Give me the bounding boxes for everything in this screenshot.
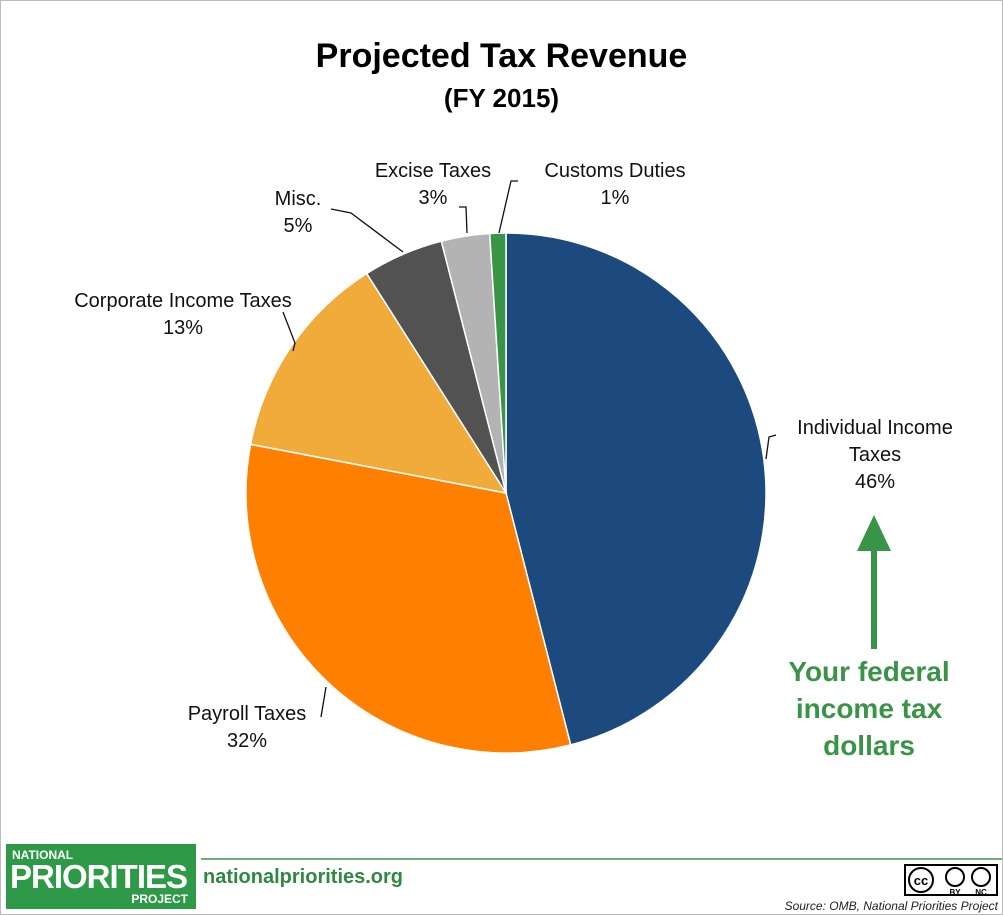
- category-label: Payroll Taxes: [187, 703, 307, 725]
- category-label: Individual Income Taxes: [797, 417, 953, 466]
- category-label: Misc.: [274, 188, 322, 210]
- license-icon: [971, 867, 991, 887]
- leader-line: [765, 434, 777, 460]
- arrow-head: [857, 515, 891, 551]
- pie-slice: [249, 272, 508, 495]
- category-label: Customs Duties: [544, 160, 686, 182]
- slice-label: Excise Taxes 3%: [353, 158, 513, 212]
- value-label: 3%: [418, 187, 448, 209]
- category-label: Corporate Income Taxes: [74, 290, 292, 312]
- license-text: NC: [975, 888, 987, 897]
- leader-line: [282, 311, 296, 352]
- chart-title: Projected Tax Revenue: [315, 37, 688, 75]
- license-icon: [945, 867, 965, 887]
- logo-text: NATIONAL: [12, 848, 74, 862]
- annotation: Your federal income tax dollars: [788, 656, 950, 761]
- logo-text: PROJECT: [131, 892, 188, 906]
- value-label: 46%: [854, 471, 896, 493]
- leader-line: [459, 206, 468, 234]
- logo-text: PRIORITIES: [10, 858, 188, 895]
- license-icon: [908, 867, 934, 893]
- license-text: cc: [914, 873, 928, 888]
- slice-label: Individual Income Taxes 46%: [775, 415, 975, 496]
- pie-slice: [245, 443, 572, 754]
- value-label: 13%: [162, 317, 204, 339]
- slice-label: Payroll Taxes 32%: [147, 701, 347, 755]
- license-text: BY: [949, 888, 961, 897]
- value-label: 5%: [283, 215, 313, 237]
- slice-label: Misc. 5%: [248, 186, 348, 240]
- chart-subtitle: (FY 2015): [443, 83, 560, 113]
- slice-label: Customs Duties 1%: [515, 158, 715, 212]
- leader-line: [330, 208, 404, 253]
- category-label: Excise Taxes: [374, 160, 492, 182]
- slice-label: Corporate Income Taxes 13%: [73, 288, 293, 342]
- logo: NATIONAL PRIORITIES PROJECT: [6, 844, 196, 909]
- pie-slice: [488, 232, 507, 494]
- leader-lines: [282, 180, 777, 718]
- value-label: 32%: [226, 730, 268, 752]
- website: nationalpriorities.org: [203, 866, 403, 888]
- leader-line: [320, 686, 327, 718]
- pie-slice: [505, 232, 767, 746]
- leader-line: [498, 180, 518, 234]
- value-label: 1%: [600, 187, 630, 209]
- source: Source: OMB, National Priorities Project: [785, 899, 999, 913]
